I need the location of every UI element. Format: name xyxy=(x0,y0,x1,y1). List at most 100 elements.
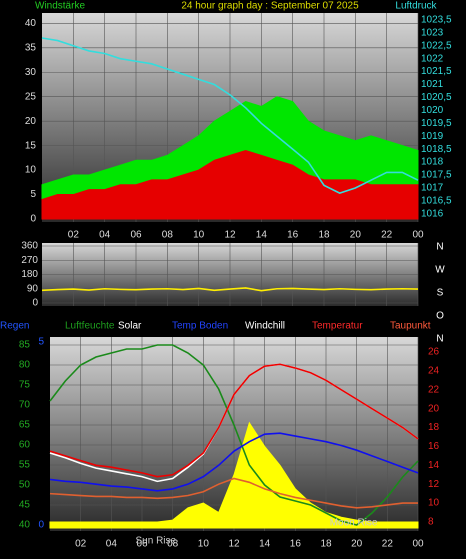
y-tick-label: 180 xyxy=(21,269,38,280)
series-area xyxy=(41,149,419,220)
y-tick-label: 15 xyxy=(25,140,37,151)
y2-tick-label: 26 xyxy=(428,347,440,358)
y2-tick-label: 18 xyxy=(428,422,440,433)
x-tick-label: 12 xyxy=(224,230,236,241)
y-tick-label: 0 xyxy=(30,214,36,225)
y2-tick-label: 14 xyxy=(428,460,440,471)
series-line xyxy=(49,432,419,492)
y-tick-label: 85 xyxy=(19,340,31,351)
y2-tick-label: 8 xyxy=(428,517,434,528)
y-tick-label: 5 xyxy=(30,189,36,200)
legend-entry: Temperatur xyxy=(312,321,363,332)
x-tick-label: 22 xyxy=(382,539,394,550)
y2-tick-label: 12 xyxy=(428,479,440,490)
series-line xyxy=(49,363,419,478)
legend-entry: Windchill xyxy=(245,321,285,332)
wind-axis-label: Windstärke xyxy=(35,1,85,12)
chart-title: 24 hour graph day : September 07 2025 xyxy=(181,1,359,12)
y-tick-label: 270 xyxy=(21,255,38,266)
x-tick-label: 16 xyxy=(290,539,302,550)
rain-axis-label: Regen xyxy=(0,321,29,332)
x-tick-label: 02 xyxy=(75,539,87,550)
compass-label: O xyxy=(436,311,444,322)
y3-tick-label: 5 xyxy=(38,336,44,347)
compass-label: S xyxy=(437,288,444,299)
x-tick-label: 18 xyxy=(318,230,330,241)
pressure-axis-label: Luftdruck xyxy=(395,1,437,12)
y2-tick-label: 22 xyxy=(428,384,440,395)
y2-tick-label: 1019,5 xyxy=(421,118,452,129)
x-tick-label: 16 xyxy=(287,230,299,241)
y2-tick-label: 1017 xyxy=(421,183,444,194)
x-tick-label: 14 xyxy=(259,539,271,550)
y-tick-label: 10 xyxy=(25,165,37,176)
legend-entry: Luftfeuchte xyxy=(65,321,115,332)
y-tick-label: 30 xyxy=(25,67,37,78)
y2-tick-label: 1016,5 xyxy=(421,196,452,207)
y-tick-label: 40 xyxy=(25,18,37,29)
series-line xyxy=(41,37,419,195)
y-tick-label: 35 xyxy=(25,42,37,53)
x-tick-label: 22 xyxy=(381,230,393,241)
legend-entry: Taupunkt xyxy=(390,321,431,332)
y2-tick-label: 1020 xyxy=(421,105,444,116)
x-tick-label: 20 xyxy=(351,539,363,550)
x-tick-label: 08 xyxy=(167,539,179,550)
y2-tick-label: 1017,5 xyxy=(421,170,452,181)
x-tick-label: 10 xyxy=(193,230,205,241)
x-tick-label: 08 xyxy=(162,230,174,241)
x-tick-label: 04 xyxy=(106,539,118,550)
y2-tick-label: 20 xyxy=(428,403,440,414)
y-tick-label: 75 xyxy=(19,380,31,391)
y2-tick-label: 1022,5 xyxy=(421,40,452,51)
annotation: Sun Rise xyxy=(136,536,177,547)
series-line xyxy=(49,477,418,509)
y-tick-label: 50 xyxy=(19,480,31,491)
y-tick-label: 80 xyxy=(19,360,31,371)
y-tick-label: 40 xyxy=(19,520,31,531)
x-tick-label: 18 xyxy=(320,539,332,550)
y2-tick-label: 10 xyxy=(428,498,440,509)
y2-tick-label: 24 xyxy=(428,366,440,377)
x-tick-label: 12 xyxy=(228,539,240,550)
y2-tick-label: 1023 xyxy=(421,27,444,38)
compass-label: N xyxy=(436,334,443,345)
y-tick-label: 45 xyxy=(19,500,31,511)
series-line xyxy=(49,344,419,526)
y-tick-label: 25 xyxy=(25,91,37,102)
y2-tick-label: 1020,5 xyxy=(421,92,452,103)
y2-tick-label: 1022 xyxy=(421,53,444,64)
y2-tick-label: 1021,5 xyxy=(421,66,452,77)
y2-tick-label: 1018 xyxy=(421,157,444,168)
y2-tick-label: 1019 xyxy=(421,131,444,142)
x-tick-label: 10 xyxy=(198,539,210,550)
series-area xyxy=(49,421,419,529)
legend-entry: Solar xyxy=(118,321,142,332)
y-tick-label: 60 xyxy=(19,440,31,451)
y-tick-label: 70 xyxy=(19,400,31,411)
annotation: Moon Rise xyxy=(330,518,378,529)
y2-tick-label: 1018,5 xyxy=(421,144,452,155)
legend-entry: Temp Boden xyxy=(172,321,228,332)
series-line xyxy=(41,287,419,292)
y-tick-label: 360 xyxy=(21,241,38,252)
y-tick-label: 90 xyxy=(27,283,39,294)
compass-label: W xyxy=(435,265,445,276)
y2-tick-label: 1021 xyxy=(421,79,444,90)
x-tick-label: 06 xyxy=(136,539,148,550)
x-tick-label: 04 xyxy=(99,230,111,241)
y3-tick-label: 0 xyxy=(38,520,44,531)
x-tick-label: 02 xyxy=(68,230,80,241)
x-tick-label: 20 xyxy=(350,230,362,241)
x-tick-label: 00 xyxy=(412,539,424,550)
x-tick-label: 14 xyxy=(256,230,268,241)
y2-tick-label: 16 xyxy=(428,441,440,452)
y2-tick-label: 1016 xyxy=(421,208,444,219)
y-tick-label: 55 xyxy=(19,460,31,471)
compass-label: N xyxy=(436,242,443,253)
y-tick-label: 20 xyxy=(25,116,37,127)
y2-tick-label: 1023,5 xyxy=(421,15,452,26)
x-tick-label: 06 xyxy=(130,230,142,241)
y-tick-label: 0 xyxy=(32,298,38,309)
x-tick-label: 00 xyxy=(412,230,424,241)
